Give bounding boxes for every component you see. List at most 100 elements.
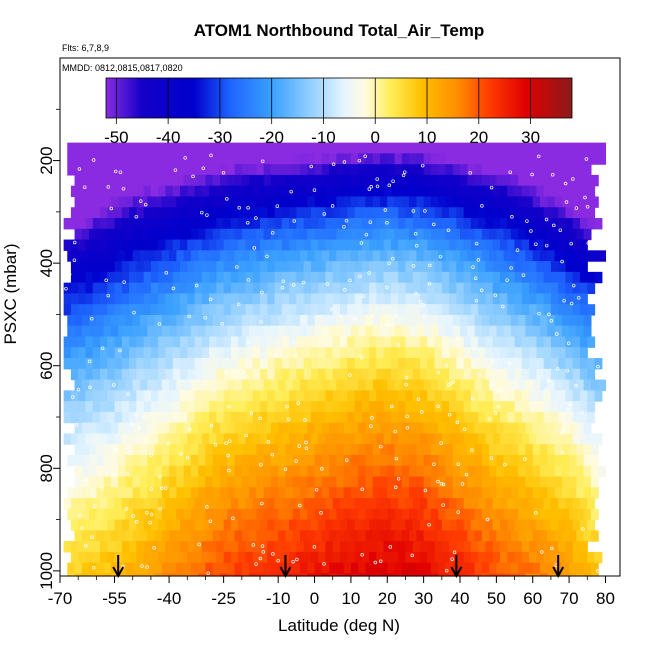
heatmap-cell [140, 325, 148, 338]
heatmap-cell [125, 444, 134, 456]
colorbar-tick-label: -30 [208, 128, 233, 147]
heatmap-cell [423, 250, 432, 262]
heatmap-cell [463, 185, 472, 198]
heatmap-cell [521, 304, 530, 316]
heatmap-cell [478, 185, 487, 198]
heatmap-cell [274, 185, 283, 198]
heatmap-cell [245, 519, 254, 531]
heatmap-cell [249, 465, 257, 478]
heatmap-cell [423, 174, 432, 187]
heatmap-cell [354, 185, 363, 198]
heatmap-cell [147, 142, 156, 154]
heatmap-cell [267, 498, 276, 510]
heatmap-cell [500, 411, 508, 424]
heatmap-cell [238, 218, 247, 230]
track-point [342, 224, 346, 229]
heatmap-cell [198, 573, 207, 577]
heatmap-cell [510, 196, 519, 208]
x-tick-label: 70 [560, 589, 579, 608]
heatmap-cell [525, 196, 534, 208]
plot-border [59, 57, 621, 577]
track-point [90, 535, 94, 539]
heatmap-cell [107, 541, 116, 553]
heatmap-cell [136, 519, 145, 531]
heatmap-cell [201, 218, 210, 230]
heatmap-cell [129, 541, 137, 553]
heatmap-cell [336, 508, 345, 521]
heatmap-cell [441, 541, 450, 553]
heatmap-cell [456, 282, 465, 295]
heatmap-cell [303, 390, 312, 402]
heatmap-cell [474, 228, 483, 241]
heatmap-cell [300, 573, 308, 577]
heatmap-cell [143, 239, 152, 251]
y-tick-label: 800 [37, 454, 56, 482]
heatmap-cell [456, 293, 465, 305]
heatmap-cell [460, 573, 468, 577]
heatmap-cell [412, 519, 421, 531]
heatmap-cell [169, 465, 177, 478]
heatmap-cell [270, 530, 279, 542]
heatmap-cell [212, 454, 221, 467]
track-point [163, 486, 168, 490]
heatmap-cell [205, 562, 214, 575]
heatmap-cell [252, 293, 261, 305]
heatmap-cell [74, 174, 83, 187]
heatmap-cell [176, 487, 185, 499]
heatmap-cell [100, 519, 108, 531]
heatmap-cell [492, 304, 501, 316]
heatmap-cell [245, 551, 254, 564]
heatmap-cell [165, 411, 174, 424]
heatmap-cell [452, 454, 461, 467]
heatmap-cell [583, 228, 592, 241]
heatmap-cell [81, 562, 90, 575]
heatmap-cell [172, 347, 181, 359]
heatmap-cell [103, 250, 112, 262]
heatmap-cell [369, 336, 377, 348]
heatmap-cell [183, 164, 192, 176]
heatmap-cell [187, 519, 196, 531]
heatmap-cell [423, 508, 432, 521]
heatmap-cell [100, 347, 108, 359]
heatmap-cell [227, 487, 236, 499]
track-point [88, 385, 92, 390]
heatmap-cell [194, 411, 203, 424]
heatmap-cell [514, 293, 523, 305]
heatmap-cell [336, 196, 345, 208]
heatmap-cell [274, 282, 283, 295]
heatmap-cell [492, 293, 501, 305]
heatmap-cell [456, 261, 465, 273]
x-tick-label: 80 [596, 589, 615, 608]
heatmap-cell [485, 282, 494, 295]
heatmap-cell [129, 261, 137, 273]
heatmap-cell [485, 358, 494, 370]
heatmap-cell [85, 498, 94, 510]
heatmap-cell [147, 325, 156, 338]
heatmap-cell [172, 261, 181, 273]
heatmap-cell [241, 325, 250, 338]
heatmap-cell [536, 498, 545, 510]
heatmap-cell [380, 314, 388, 327]
track-point [227, 404, 231, 409]
track-point [106, 293, 111, 298]
heatmap-cell [496, 465, 505, 478]
heatmap-cell [114, 390, 123, 402]
heatmap-cell [394, 573, 403, 577]
heatmap-cell [594, 390, 603, 402]
heatmap-cell [321, 444, 330, 456]
heatmap-cell [154, 196, 163, 208]
heatmap-cell [234, 250, 243, 262]
heatmap-cell [405, 218, 414, 230]
heatmap-cell [260, 336, 268, 348]
heatmap-cell [529, 347, 537, 359]
heatmap-cell [154, 325, 163, 338]
heatmap-cell [452, 250, 461, 262]
heatmap-cell [183, 142, 192, 154]
track-point [595, 330, 599, 334]
heatmap-cell [492, 551, 501, 564]
heatmap-cell [223, 551, 232, 564]
track-point [213, 443, 218, 447]
heatmap-cell [532, 325, 541, 338]
heatmap-cell [572, 347, 581, 359]
heatmap-cell [452, 196, 461, 208]
